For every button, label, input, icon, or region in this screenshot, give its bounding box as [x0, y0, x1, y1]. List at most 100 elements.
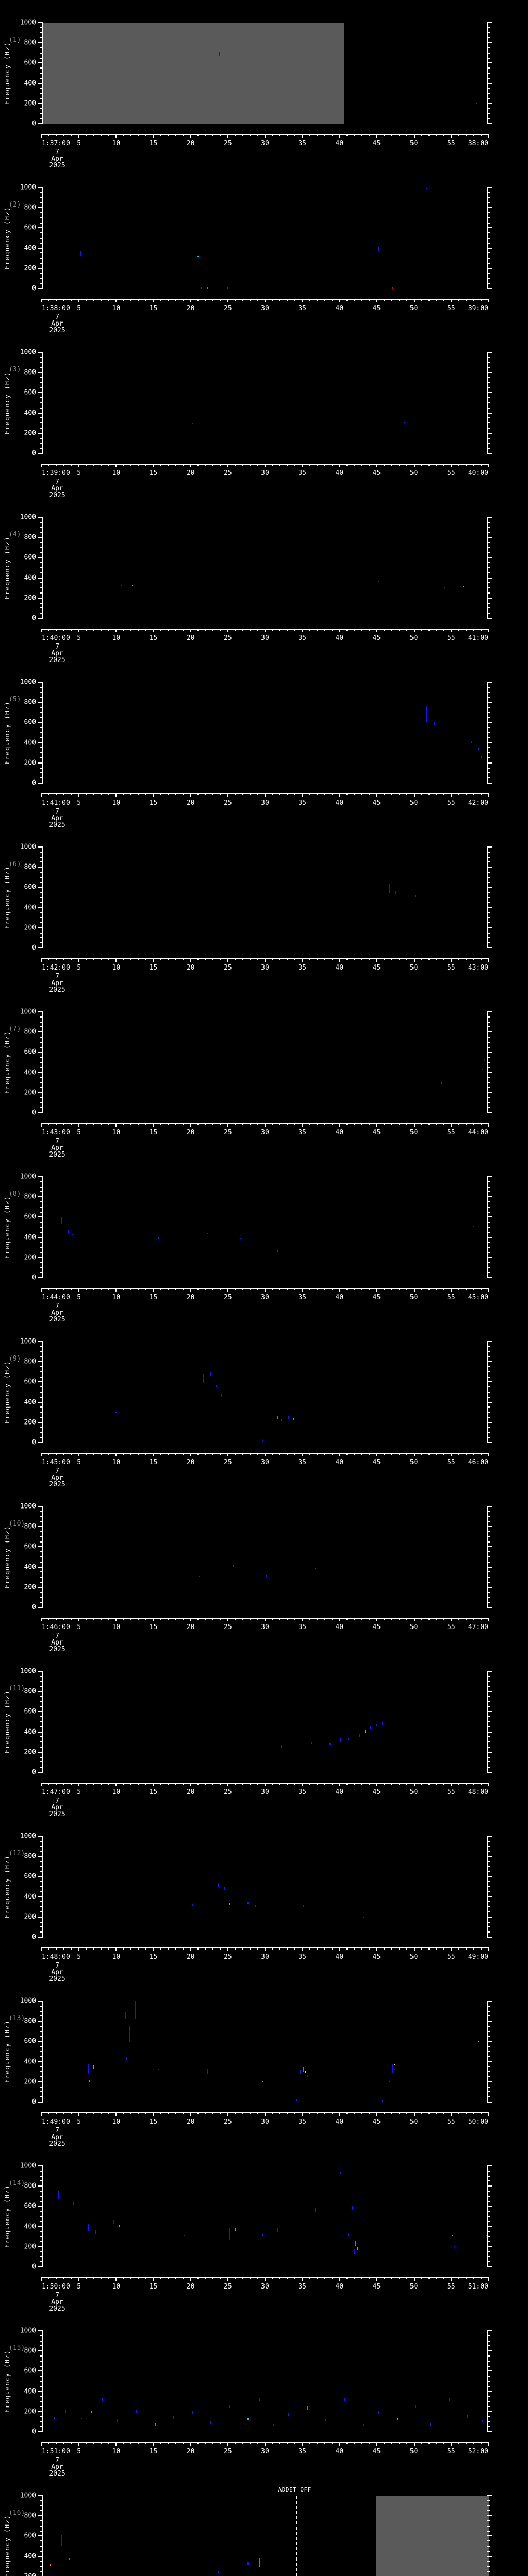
y-tick-minor — [40, 2036, 43, 2037]
x-tick-minor — [406, 629, 407, 631]
x-tick-label: 15 — [149, 1129, 158, 1137]
y-tick-minor — [487, 2066, 490, 2067]
x-tick-minor — [63, 1453, 65, 1455]
detection-mark — [288, 2412, 290, 2416]
y-tick-minor — [40, 1041, 43, 1043]
detection-mark — [346, 122, 348, 124]
y-tick-major — [487, 927, 492, 928]
x-tick-minor — [108, 1783, 109, 1785]
x-tick-minor — [354, 1123, 355, 1125]
x-tick-minor — [220, 464, 221, 466]
x-tick-minor — [212, 2442, 213, 2444]
x-axis-start-label: 1:42:00 — [42, 964, 70, 972]
y-tick-minor — [40, 942, 43, 944]
x-tick-minor — [480, 2112, 482, 2114]
y-tick-minor — [40, 1582, 43, 1583]
y-tick-minor — [487, 737, 490, 738]
x-tick-label: 50 — [409, 634, 418, 642]
y-tick-minor — [40, 2030, 43, 2032]
x-tick-minor — [212, 1618, 213, 1620]
x-tick-minor — [145, 958, 147, 960]
x-tick-minor — [160, 464, 161, 466]
x-tick-minor — [48, 958, 50, 960]
x-tick-major — [488, 2442, 489, 2446]
x-tick-label: 45 — [372, 634, 381, 642]
x-tick-minor — [183, 134, 184, 136]
detection-mark — [357, 2246, 358, 2250]
x-tick-minor — [391, 793, 392, 795]
y-tick-minor — [40, 892, 43, 893]
date-stamp-line: 2025 — [49, 2140, 65, 2148]
x-tick-minor — [86, 2277, 87, 2279]
y-tick-minor — [40, 582, 43, 584]
y-tick-major — [487, 597, 492, 599]
y-tick-minor — [487, 252, 490, 254]
x-tick-minor — [317, 1618, 318, 1620]
y-tick-minor — [40, 67, 43, 69]
y-tick-major — [38, 1176, 43, 1177]
y-tick-minor — [40, 1767, 43, 1768]
detection-mark — [392, 2064, 394, 2073]
x-tick-label: 15 — [149, 1788, 158, 1796]
x-tick-minor — [354, 1453, 355, 1455]
x-tick-minor — [435, 629, 437, 631]
x-tick-minor — [346, 629, 348, 631]
x-axis-end-label: 45:00 — [468, 1294, 488, 1301]
y-tick-major — [487, 1937, 492, 1938]
x-tick-minor — [93, 299, 95, 301]
x-tick-minor — [317, 1947, 318, 1950]
detection-mark — [362, 2424, 364, 2427]
y-tick-label: 200 — [24, 924, 36, 932]
x-tick-major — [41, 134, 42, 138]
x-tick-minor — [168, 958, 169, 960]
detection-mark — [136, 2410, 137, 2413]
x-tick-label: 20 — [186, 1129, 195, 1137]
x-tick-major — [488, 793, 489, 797]
y-tick-minor — [487, 1866, 490, 1867]
x-tick-minor — [324, 1618, 325, 1620]
x-tick-label: 25 — [224, 304, 232, 312]
detection-mark — [80, 251, 81, 257]
x-tick-minor — [354, 2442, 355, 2444]
y-tick-label: 1000 — [20, 2327, 36, 2335]
y-tick-major — [38, 2555, 43, 2557]
y-tick-major — [38, 2102, 43, 2103]
x-tick-major — [78, 1618, 80, 1621]
x-tick-minor — [443, 793, 444, 795]
y-tick-minor — [487, 757, 490, 758]
x-tick-major — [413, 1453, 415, 1456]
x-tick-minor — [317, 1453, 318, 1455]
x-tick-minor — [212, 1783, 213, 1785]
x-tick-minor — [101, 299, 102, 301]
spectrogram-panel: (11) Frequency (Hz) 0 200 400 600 800 1000 1:47:… — [0, 1668, 528, 1836]
x-tick-minor — [168, 2277, 169, 2279]
y-tick-major — [487, 2081, 492, 2082]
y-tick-label: 200 — [24, 2243, 36, 2251]
y-tick-minor — [487, 1851, 490, 1852]
x-tick-minor — [197, 1947, 199, 1950]
x-tick-major — [488, 1123, 489, 1127]
x-tick-major — [116, 1288, 117, 1292]
y-tick-major — [38, 1836, 43, 1837]
y-tick-minor — [487, 1926, 490, 1928]
y-tick-minor — [40, 202, 43, 204]
x-tick-minor — [443, 299, 444, 301]
y-tick-minor — [487, 1057, 490, 1058]
x-tick-minor — [294, 1123, 295, 1125]
y-tick-minor — [487, 772, 490, 774]
y-tick-minor — [40, 422, 43, 424]
y-tick-minor — [487, 1097, 490, 1098]
x-tick-major — [265, 1947, 266, 1951]
x-tick-minor — [108, 2112, 109, 2114]
detection-mark — [305, 2071, 306, 2073]
x-tick-major — [339, 1618, 340, 1621]
x-tick-minor — [138, 629, 139, 631]
y-tick-minor — [487, 57, 490, 59]
x-tick-minor — [130, 1783, 132, 1785]
detection-mark — [470, 740, 472, 743]
x-tick-minor — [421, 629, 422, 631]
y-tick-minor — [487, 1041, 490, 1043]
y-tick-major — [38, 2391, 43, 2392]
y-tick-major — [38, 1011, 43, 1012]
x-tick-minor — [369, 2442, 370, 2444]
